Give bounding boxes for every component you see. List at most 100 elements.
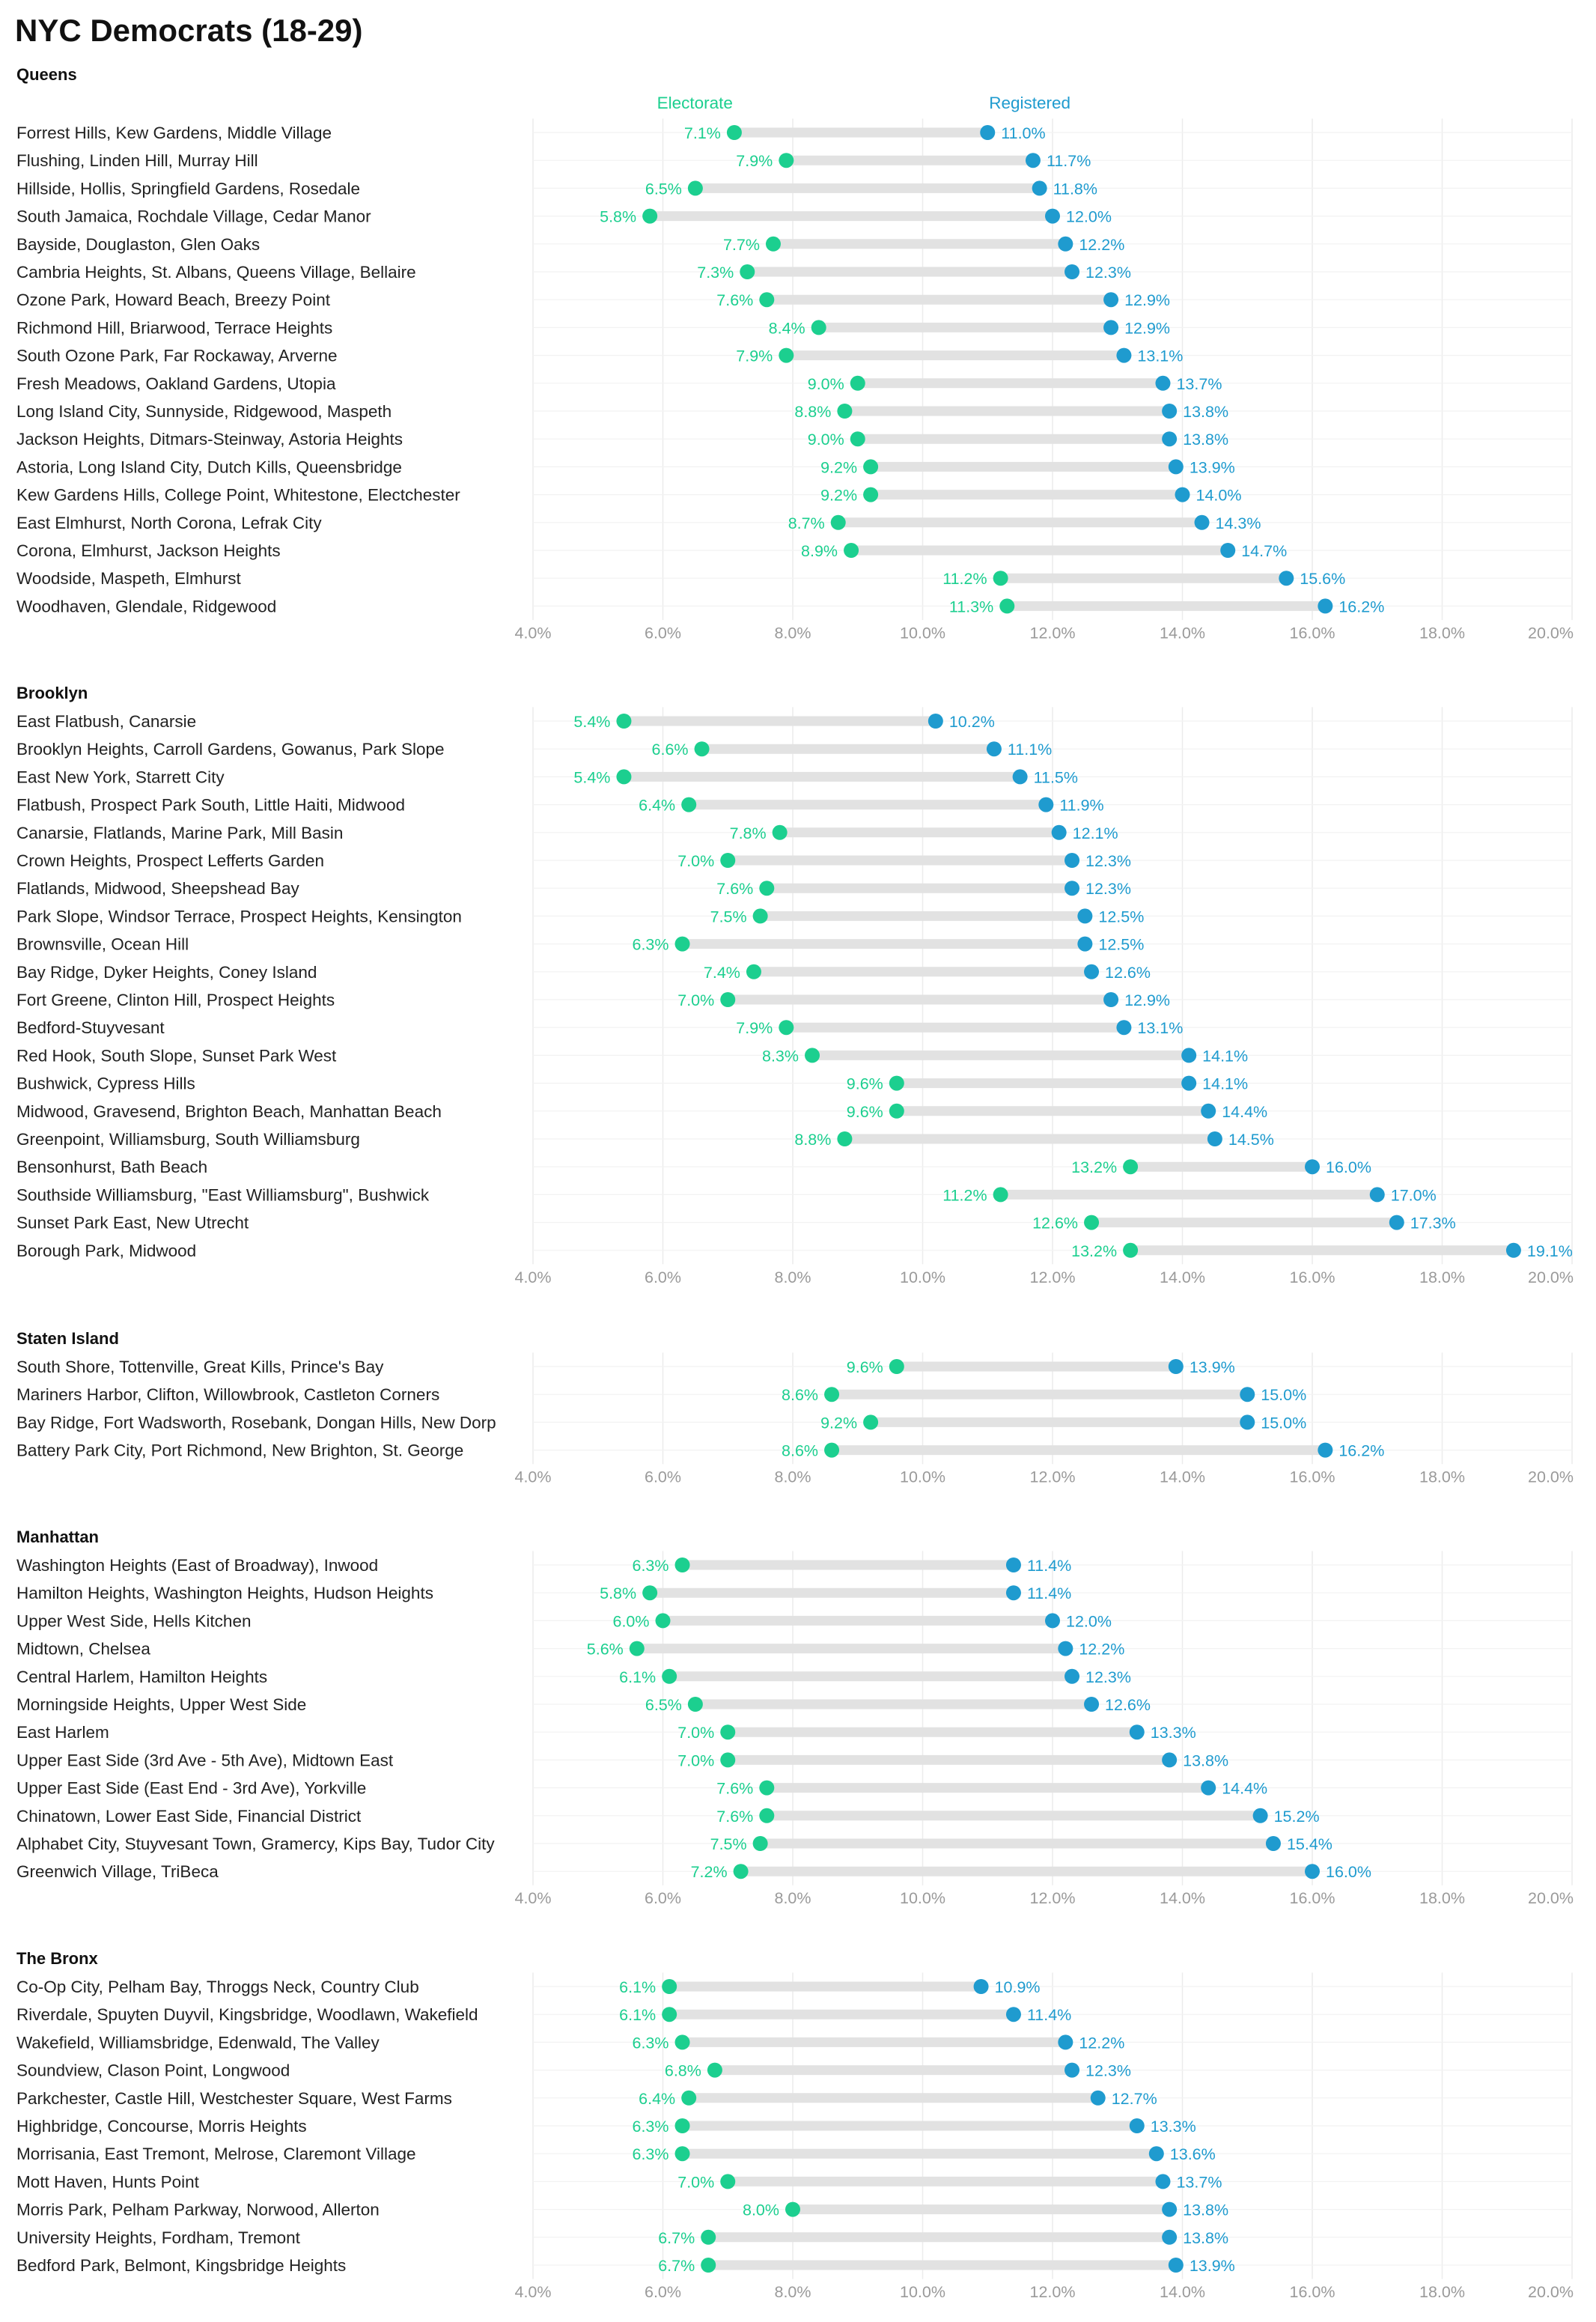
row-label: Woodside, Maspeth, Elmhurst	[16, 569, 241, 588]
x-tick-label: 12.0%	[1030, 624, 1076, 642]
chart-row: South Shore, Tottenville, Great Kills, P…	[16, 1358, 1235, 1376]
chart-row: Long Island City, Sunnyside, Ridgewood, …	[16, 402, 1228, 421]
electorate-value-label: 6.5%	[645, 180, 682, 198]
row-label: South Jamaica, Rochdale Village, Cedar M…	[16, 207, 371, 226]
x-tick-label: 8.0%	[774, 1268, 811, 1286]
electorate-point	[629, 1641, 645, 1656]
chart-row: Ozone Park, Howard Beach, Breezy Point 7.…	[16, 291, 1170, 309]
electorate-point	[830, 514, 846, 530]
electorate-value-label: 7.0%	[677, 2173, 714, 2191]
row-label: Corona, Elmhurst, Jackson Heights	[16, 541, 281, 560]
registered-point	[928, 714, 943, 729]
chart-row: East New York, Starrett City 5.4% 11.5%	[16, 768, 1078, 786]
registered-point	[1318, 598, 1333, 614]
electorate-point	[733, 1864, 749, 1879]
electorate-value-label: 6.3%	[633, 2034, 669, 2052]
electorate-point	[1123, 1159, 1139, 1175]
registered-value-label: 12.9%	[1124, 319, 1170, 337]
electorate-point	[837, 1131, 853, 1146]
electorate-point	[759, 1780, 775, 1796]
electorate-value-label: 6.3%	[633, 2118, 669, 2136]
registered-point	[1012, 769, 1028, 785]
registered-value-label: 12.0%	[1066, 208, 1112, 226]
registered-value-label: 15.6%	[1300, 570, 1345, 588]
chart-row: Cambria Heights, St. Albans, Queens Vill…	[16, 263, 1131, 282]
registered-value-label: 11.7%	[1047, 152, 1091, 170]
electorate-value-label: 11.2%	[942, 570, 987, 588]
electorate-point	[674, 2034, 690, 2050]
registered-value-label: 17.3%	[1410, 1215, 1456, 1233]
registered-value-label: 11.5%	[1034, 768, 1078, 786]
row-label: Jackson Heights, Ditmars-Steinway, Astor…	[16, 430, 403, 449]
registered-point	[1045, 1613, 1060, 1629]
registered-value-label: 16.2%	[1338, 1442, 1384, 1460]
row-label: Bay Ridge, Dyker Heights, Coney Island	[16, 963, 317, 982]
registered-value-label: 14.1%	[1202, 1047, 1248, 1065]
electorate-point	[759, 881, 775, 896]
electorate-value-label: 9.6%	[847, 1103, 883, 1121]
electorate-point	[759, 292, 775, 308]
chart-row: Woodhaven, Glendale, Ridgewood 11.3% 16.2%	[16, 597, 1384, 616]
electorate-value-label: 6.1%	[619, 1668, 656, 1686]
row-label: Park Slope, Windsor Terrace, Prospect He…	[16, 907, 462, 926]
electorate-value-label: 5.8%	[600, 1584, 636, 1602]
electorate-value-label: 6.7%	[658, 2229, 695, 2247]
chart-row: Flatbush, Prospect Park South, Little Ha…	[16, 796, 1104, 815]
chart-row: Midtown, Chelsea 5.6% 12.2%	[16, 1640, 1124, 1659]
registered-point	[1168, 2258, 1184, 2273]
chart-row: Bedford-Stuyvesant 7.9% 13.1%	[16, 1018, 1183, 1037]
x-tick-label: 18.0%	[1419, 1889, 1465, 1907]
registered-value-label: 15.4%	[1287, 1835, 1332, 1853]
registered-point	[1162, 404, 1178, 419]
registered-value-label: 10.9%	[995, 1978, 1041, 1996]
electorate-point	[759, 1808, 775, 1823]
registered-value-label: 10.2%	[949, 713, 995, 731]
registered-point	[1045, 208, 1060, 224]
row-label: Midwood, Gravesend, Brighton Beach, Manh…	[16, 1102, 442, 1121]
chart-row: Soundview, Clason Point, Longwood 6.8% 12.…	[16, 2061, 1131, 2080]
x-tick-label: 12.0%	[1030, 2283, 1076, 2301]
registered-value-label: 12.7%	[1112, 2090, 1157, 2108]
registered-point	[1194, 514, 1210, 530]
electorate-value-label: 8.3%	[762, 1047, 799, 1065]
electorate-value-label: 9.2%	[820, 458, 857, 476]
registered-point	[1148, 2146, 1164, 2162]
row-label: Mott Haven, Hunts Point	[16, 2172, 200, 2191]
registered-point	[1252, 1808, 1268, 1823]
chart-row: Bensonhurst, Bath Beach 13.2% 16.0%	[16, 1158, 1371, 1176]
chart-row: Greenpoint, Williamsburg, South Williams…	[16, 1130, 1274, 1149]
electorate-point	[779, 1020, 794, 1036]
row-label: Greenwich Village, TriBeca	[16, 1862, 219, 1881]
electorate-value-label: 6.8%	[665, 2062, 701, 2080]
registered-value-label: 13.3%	[1151, 2118, 1196, 2136]
chart-row: Upper East Side (3rd Ave - 5th Ave), Mid…	[16, 1751, 1228, 1769]
registered-value-label: 12.2%	[1079, 236, 1124, 254]
electorate-value-label: 13.2%	[1071, 1158, 1117, 1176]
electorate-value-label: 7.9%	[736, 347, 773, 365]
electorate-value-label: 5.4%	[573, 713, 610, 731]
registered-value-label: 11.4%	[1027, 1557, 1071, 1575]
electorate-value-label: 9.0%	[808, 431, 844, 449]
chart-row: Sunset Park East, New Utrecht 12.6% 17.3%	[16, 1214, 1456, 1233]
electorate-value-label: 6.1%	[619, 2006, 656, 2024]
x-tick-label: 14.0%	[1160, 1268, 1205, 1286]
x-tick-label: 16.0%	[1290, 1468, 1335, 1486]
row-label: Morningside Heights, Upper West Side	[16, 1695, 306, 1714]
registered-value-label: 14.5%	[1228, 1131, 1274, 1149]
registered-value-label: 12.9%	[1124, 991, 1170, 1009]
electorate-value-label: 8.6%	[782, 1386, 818, 1404]
row-label: South Shore, Tottenville, Great Kills, P…	[16, 1358, 384, 1376]
x-tick-label: 20.0%	[1528, 2283, 1574, 2301]
x-tick-label: 16.0%	[1290, 1268, 1335, 1286]
electorate-point	[674, 1557, 690, 1572]
electorate-value-label: 6.6%	[652, 741, 689, 759]
row-label: Bushwick, Cypress Hills	[16, 1075, 195, 1093]
registered-point	[1369, 1187, 1385, 1203]
row-label: Southside Williamsburg, "East Williamsbu…	[16, 1185, 430, 1204]
row-label: Central Harlem, Hamilton Heights	[16, 1668, 267, 1686]
panel-staten-island: Staten Island South Shore, Tottenville, G…	[16, 1329, 1574, 1486]
registered-point	[1305, 1864, 1320, 1879]
chart-row: Flatlands, Midwood, Sheepshead Bay 7.6% 12…	[16, 879, 1131, 898]
registered-value-label: 12.3%	[1085, 852, 1131, 870]
